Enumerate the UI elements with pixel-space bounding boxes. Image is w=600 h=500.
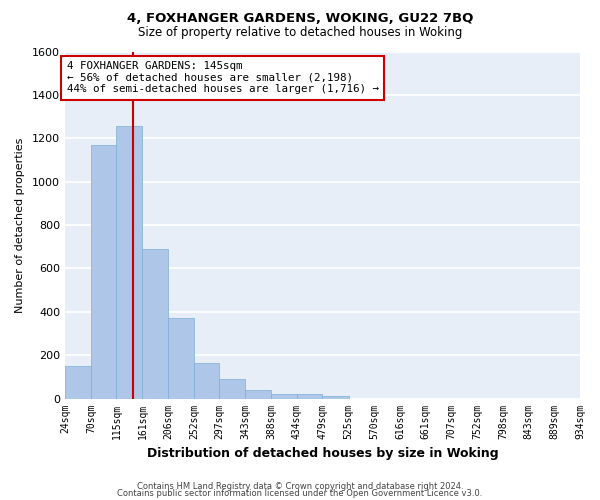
Bar: [297, 394, 322, 398]
Text: Contains public sector information licensed under the Open Government Licence v3: Contains public sector information licen…: [118, 490, 482, 498]
Bar: [271, 394, 297, 398]
Text: 4 FOXHANGER GARDENS: 145sqm
← 56% of detached houses are smaller (2,198)
44% of : 4 FOXHANGER GARDENS: 145sqm ← 56% of det…: [67, 62, 379, 94]
Bar: [116, 126, 142, 398]
Y-axis label: Number of detached properties: Number of detached properties: [15, 138, 25, 312]
Bar: [245, 390, 271, 398]
Bar: [322, 396, 349, 398]
Text: 4, FOXHANGER GARDENS, WOKING, GU22 7BQ: 4, FOXHANGER GARDENS, WOKING, GU22 7BQ: [127, 12, 473, 26]
Text: Size of property relative to detached houses in Woking: Size of property relative to detached ho…: [138, 26, 462, 39]
Text: Contains HM Land Registry data © Crown copyright and database right 2024.: Contains HM Land Registry data © Crown c…: [137, 482, 463, 491]
Bar: [194, 363, 220, 398]
X-axis label: Distribution of detached houses by size in Woking: Distribution of detached houses by size …: [146, 447, 498, 460]
Bar: [65, 366, 91, 398]
Bar: [168, 318, 194, 398]
Bar: [91, 145, 116, 399]
Bar: [220, 378, 245, 398]
Bar: [142, 250, 168, 398]
